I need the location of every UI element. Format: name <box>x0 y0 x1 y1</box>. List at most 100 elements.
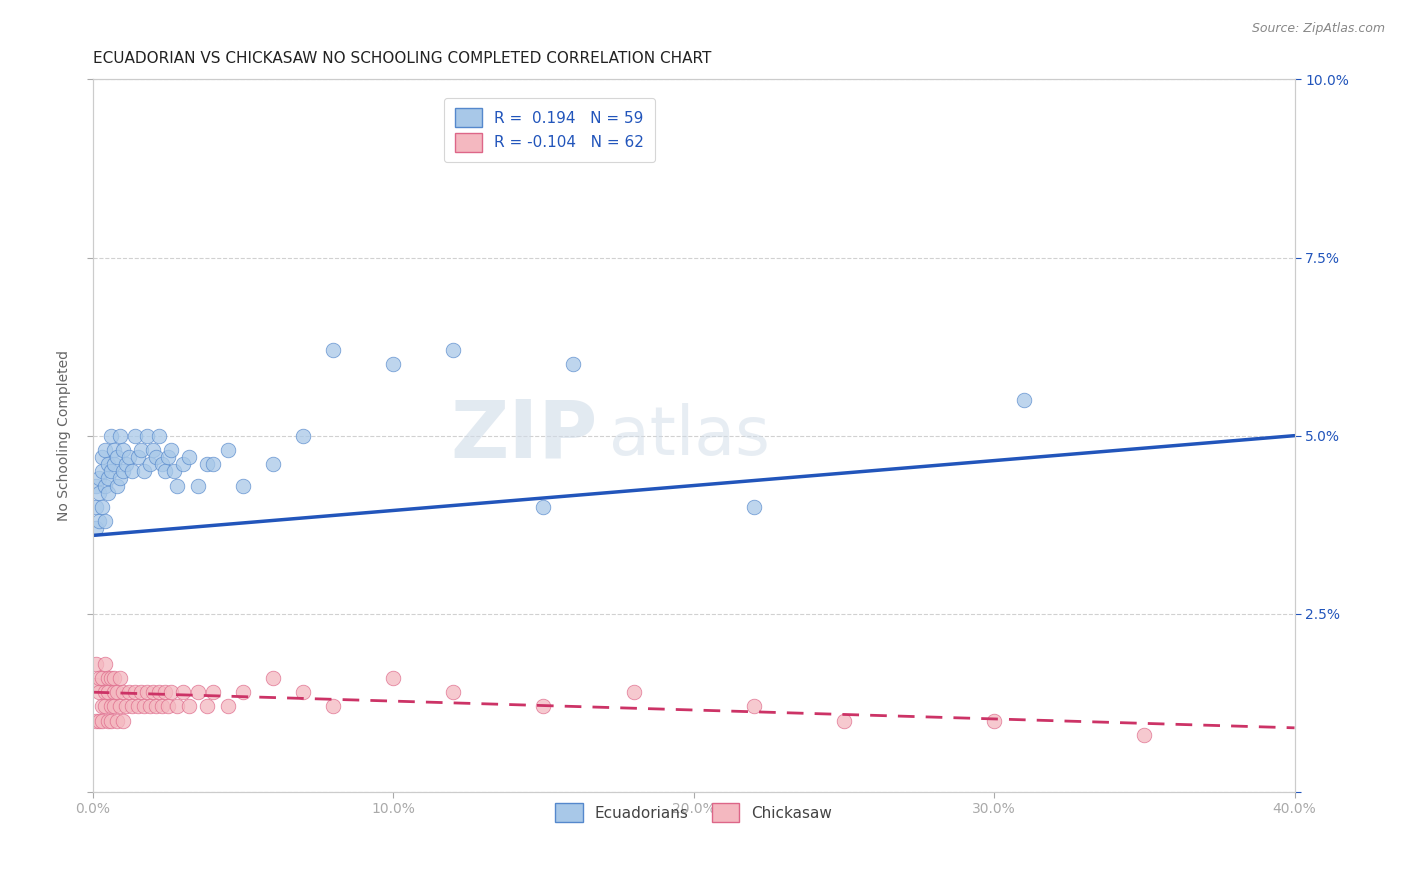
Point <box>90 500 112 514</box>
Point <box>142 685 165 699</box>
Point <box>90 671 112 685</box>
Point <box>108 428 131 442</box>
Point <box>322 343 344 358</box>
Point <box>1133 728 1156 742</box>
Point <box>87 714 110 728</box>
Point <box>172 685 194 699</box>
Point <box>97 714 120 728</box>
Point <box>114 457 136 471</box>
Point <box>84 500 107 514</box>
Point <box>292 428 315 442</box>
Point <box>172 457 194 471</box>
Point <box>90 699 112 714</box>
Legend: Ecuadorians, Chickasaw: Ecuadorians, Chickasaw <box>543 791 845 834</box>
Point <box>103 442 125 457</box>
Point <box>87 514 110 528</box>
Point <box>382 358 405 372</box>
Point <box>118 685 141 699</box>
Point <box>103 685 125 699</box>
Point <box>150 457 173 471</box>
Point <box>124 428 146 442</box>
Point <box>187 478 209 492</box>
Point <box>93 442 115 457</box>
Point <box>166 699 188 714</box>
Y-axis label: No Schooling Completed: No Schooling Completed <box>58 351 72 521</box>
Point <box>97 471 120 485</box>
Point <box>292 685 315 699</box>
Point <box>97 457 120 471</box>
Point <box>84 678 107 692</box>
Point <box>201 685 224 699</box>
Point <box>142 442 165 457</box>
Point <box>232 478 254 492</box>
Point <box>84 478 107 492</box>
Point <box>108 471 131 485</box>
Point <box>97 685 120 699</box>
Point <box>232 685 254 699</box>
Point <box>103 699 125 714</box>
Point <box>87 485 110 500</box>
Point <box>150 699 173 714</box>
Point <box>108 671 131 685</box>
Point <box>135 428 157 442</box>
Point <box>97 671 120 685</box>
Point <box>187 685 209 699</box>
Point <box>105 450 128 464</box>
Point <box>217 699 239 714</box>
Point <box>114 699 136 714</box>
Point <box>100 671 122 685</box>
Point <box>129 685 152 699</box>
Point <box>159 442 181 457</box>
Point <box>127 450 149 464</box>
Point <box>87 471 110 485</box>
Point <box>100 464 122 478</box>
Point <box>90 464 112 478</box>
Point <box>93 514 115 528</box>
Point <box>262 457 284 471</box>
Point <box>156 450 179 464</box>
Text: ECUADORIAN VS CHICKASAW NO SCHOOLING COMPLETED CORRELATION CHART: ECUADORIAN VS CHICKASAW NO SCHOOLING COM… <box>93 51 711 66</box>
Point <box>153 464 176 478</box>
Point <box>177 450 200 464</box>
Point <box>121 699 143 714</box>
Point <box>108 699 131 714</box>
Point <box>135 685 157 699</box>
Point <box>139 699 162 714</box>
Point <box>84 657 107 671</box>
Point <box>111 442 134 457</box>
Point <box>201 457 224 471</box>
Text: ZIP: ZIP <box>450 397 598 475</box>
Point <box>132 699 155 714</box>
Point <box>127 699 149 714</box>
Point <box>531 699 554 714</box>
Point <box>562 358 585 372</box>
Point <box>93 699 115 714</box>
Point <box>742 699 765 714</box>
Point <box>148 685 170 699</box>
Point <box>90 714 112 728</box>
Point <box>139 457 162 471</box>
Point <box>97 485 120 500</box>
Point <box>531 500 554 514</box>
Point <box>103 671 125 685</box>
Point <box>84 714 107 728</box>
Point <box>145 699 167 714</box>
Point <box>87 685 110 699</box>
Point <box>93 685 115 699</box>
Point <box>103 457 125 471</box>
Point <box>195 699 218 714</box>
Point <box>121 464 143 478</box>
Point <box>166 478 188 492</box>
Point <box>832 714 855 728</box>
Point <box>195 457 218 471</box>
Text: Source: ZipAtlas.com: Source: ZipAtlas.com <box>1251 22 1385 36</box>
Point <box>623 685 645 699</box>
Point <box>217 442 239 457</box>
Point <box>441 343 464 358</box>
Point <box>153 685 176 699</box>
Point <box>105 685 128 699</box>
Point <box>163 464 186 478</box>
Point <box>111 714 134 728</box>
Point <box>100 714 122 728</box>
Point <box>111 464 134 478</box>
